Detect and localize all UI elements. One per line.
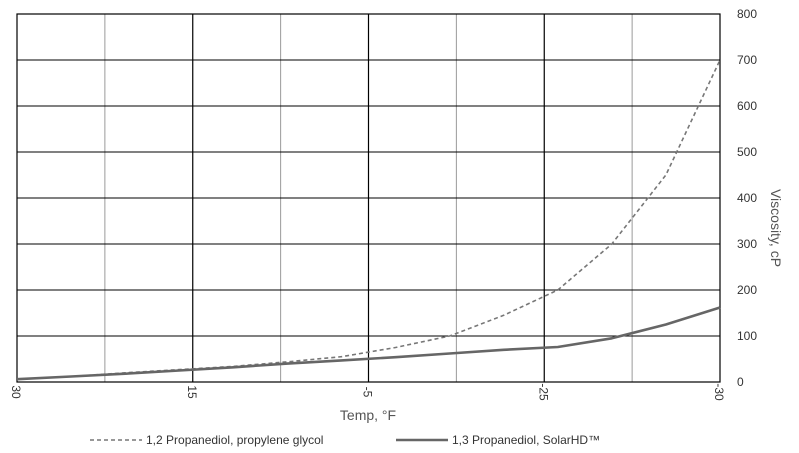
y-tick-label: 300 [737,237,757,251]
x-tick-label: -30 [712,383,726,401]
y-tick-label: 600 [737,99,757,113]
y-tick-label: 400 [737,191,757,205]
horizontal-gridlines [17,59,720,337]
series-line-2 [16,306,721,381]
series-lines [16,59,721,381]
y-tick-label: 700 [737,53,757,67]
x-tick-label: -25 [536,383,550,401]
y-axis-tick-labels: 0 100 200 300 400 500 600 700 800 [737,7,757,389]
x-tick-label: 30 [9,385,23,399]
x-tick-label: 15 [185,385,199,399]
x-axis-title: Temp, °F [340,407,396,423]
y-tick-label: 800 [737,7,757,21]
y-tick-label: 100 [737,329,757,343]
plot-frame [16,13,721,383]
y-axis-title: Viscosity, cP [768,189,784,267]
y-tick-label: 500 [737,145,757,159]
legend: 1,2 Propanediol, propylene glycol 1,3 Pro… [90,433,600,447]
legend-label-2: 1,3 Propanediol, SolarHD™ [452,433,600,447]
y-tick-label: 0 [737,375,744,389]
x-tick-label: -5 [361,387,375,398]
plot-area-border [16,13,721,383]
y-tick-label: 200 [737,283,757,297]
legend-label-1: 1,2 Propanediol, propylene glycol [146,433,323,447]
x-axis-tick-labels: 30 15 -5 -25 -30 [9,383,726,401]
series-line-1 [16,59,721,380]
